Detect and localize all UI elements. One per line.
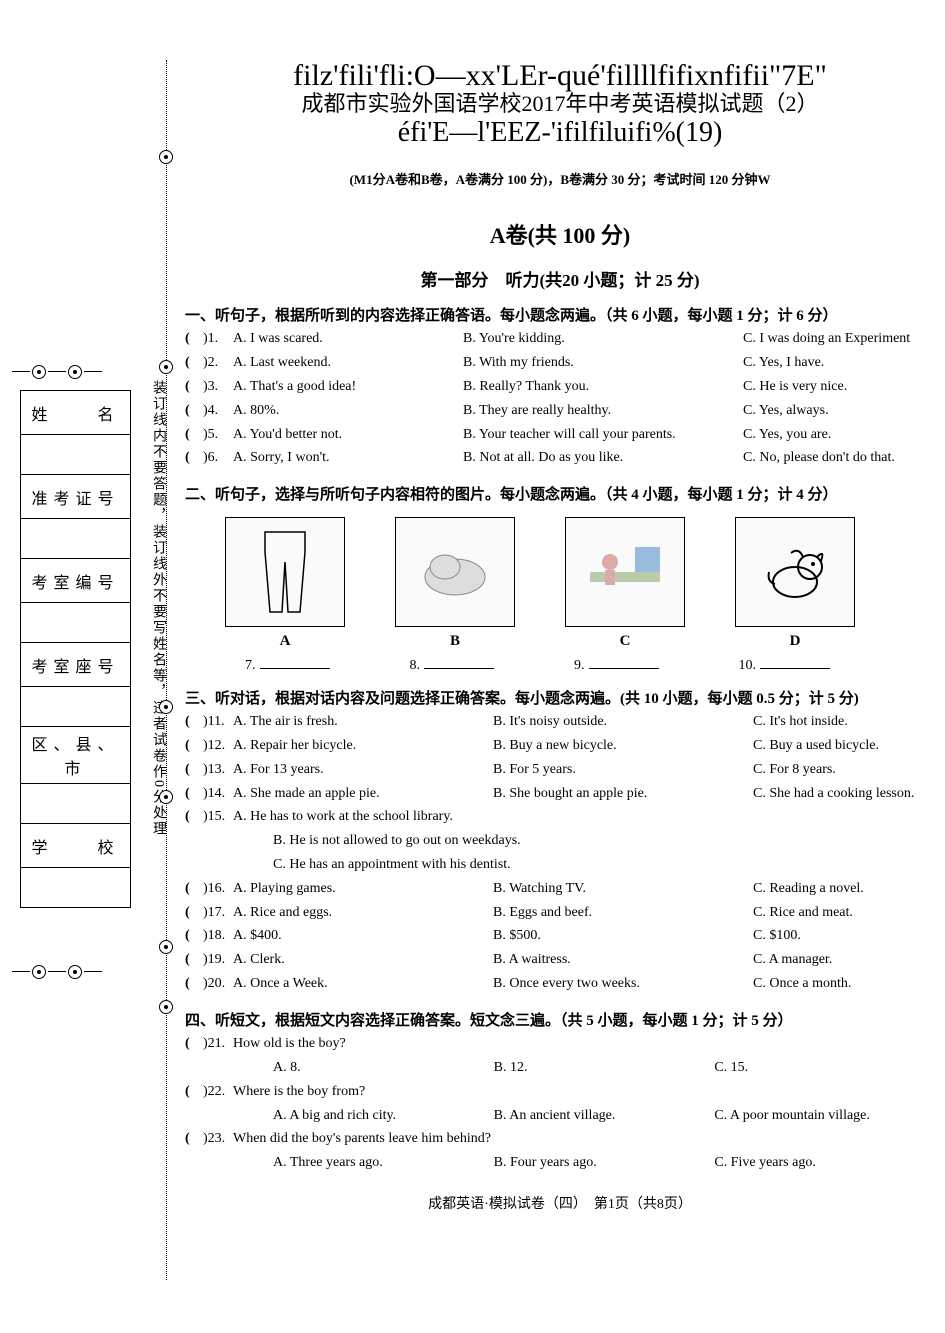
part1-title: 第一部分 听力(共20 小题；计 25 分) bbox=[185, 266, 935, 291]
blank-roomno[interactable] bbox=[21, 603, 131, 643]
pic-d: D bbox=[735, 517, 855, 650]
binding-instruction: 装订线内不要答题，装订线外不要写姓名等，违者试卷作0分处理 bbox=[148, 380, 168, 960]
q6: ()6.A. Sorry, I won't.B. Not at all. Do … bbox=[185, 446, 935, 470]
binding-mark-top bbox=[10, 360, 104, 381]
q20: ()20.A. Once a Week.B. Once every two we… bbox=[185, 972, 935, 996]
q15-b: B. He is not allowed to go out on weekda… bbox=[185, 829, 935, 853]
q1: ()1.A. I was scared.B. You're kidding.C.… bbox=[185, 327, 935, 351]
vline-dot-4 bbox=[159, 790, 173, 804]
garble-line-2: éfi'E—l'EEZ-'ifilfiluifi%(19) bbox=[185, 118, 935, 147]
fill-7[interactable]: 7. bbox=[245, 658, 330, 674]
label-school: 学 校 bbox=[21, 824, 131, 868]
vline-dot-6 bbox=[159, 1000, 173, 1014]
heading-2: 二、听句子，选择与所听句子内容相符的图片。每小题念两遍。（共 4 小题，每小题 … bbox=[185, 484, 935, 507]
pic-d-frame bbox=[735, 517, 855, 627]
label-district: 区、县、市 bbox=[21, 727, 131, 784]
cloud-icon bbox=[415, 532, 495, 612]
pants-icon bbox=[255, 527, 315, 617]
label-roomno: 考室编号 bbox=[21, 559, 131, 603]
blank-ticket[interactable] bbox=[21, 519, 131, 559]
pic-a-label: A bbox=[225, 633, 345, 650]
q22-opts: A. A big and rich city.B. An ancient vil… bbox=[185, 1104, 935, 1128]
vline-dot-2 bbox=[159, 360, 173, 374]
section4-questions: ()21.How old is the boy? A. 8.B. 12.C. 1… bbox=[185, 1032, 935, 1175]
desk-icon bbox=[580, 537, 670, 607]
sub-note: (M1分A卷和B卷，A卷满分 100 分)，B卷满分 30 分；考试时间 120… bbox=[185, 169, 935, 188]
q21: ()21.How old is the boy? bbox=[185, 1032, 935, 1056]
blank-seat[interactable] bbox=[21, 687, 131, 727]
left-margin: 姓 名 准考证号 考室编号 考室座号 区、县、市 学 校 装订线内不要答题，装订… bbox=[0, 0, 170, 1333]
vline-dot-3 bbox=[159, 700, 173, 714]
q12: ()12.A. Repair her bicycle.B. Buy a new … bbox=[185, 734, 935, 758]
q19: ()19.A. Clerk.B. A waitress.C. A manager… bbox=[185, 948, 935, 972]
section3-questions: ()11.A. The air is fresh.B. It's noisy o… bbox=[185, 710, 935, 996]
fill-9[interactable]: 9. bbox=[574, 658, 659, 674]
blank-school[interactable] bbox=[21, 868, 131, 908]
heading-3: 三、听对话，根据对话内容及问题选择正确答案。每小题念两遍。(共 10 小题，每小… bbox=[185, 688, 935, 711]
q4: ()4.A. 80%.B. They are really healthy.C.… bbox=[185, 399, 935, 423]
heading-1: 一、听句子，根据所听到的内容选择正确答语。每小题念两遍。（共 6 小题，每小题 … bbox=[185, 305, 935, 328]
pic-c-frame bbox=[565, 517, 685, 627]
label-name: 姓 名 bbox=[21, 391, 131, 435]
q15-c: C. He has an appointment with his dentis… bbox=[185, 853, 935, 877]
dog-icon bbox=[755, 532, 835, 612]
q13: ()13.A. For 13 years.B. For 5 years.C. F… bbox=[185, 758, 935, 782]
q23-opts: A. Three years ago.B. Four years ago.C. … bbox=[185, 1151, 935, 1175]
pic-b-frame bbox=[395, 517, 515, 627]
section-a-title: A卷(共 100 分) bbox=[185, 218, 935, 250]
pic-b-label: B bbox=[395, 633, 515, 650]
q23: ()23.When did the boy's parents leave hi… bbox=[185, 1127, 935, 1151]
picture-row: A B C D bbox=[185, 517, 935, 650]
pic-c-label: C bbox=[565, 633, 685, 650]
content: filz'fili'fli:O—xx'LEr-qué'fillllfifixnf… bbox=[185, 60, 935, 1213]
binding-mark-bottom bbox=[10, 960, 104, 981]
pic-c: C bbox=[565, 517, 685, 650]
vline-dot-1 bbox=[159, 150, 173, 164]
pic-a: A bbox=[225, 517, 345, 650]
q14: ()14.A. She made an apple pie.B. She bou… bbox=[185, 782, 935, 806]
vline-dot-5 bbox=[159, 940, 173, 954]
page: 姓 名 准考证号 考室编号 考室座号 区、县、市 学 校 装订线内不要答题，装订… bbox=[0, 0, 945, 1333]
fill-10[interactable]: 10. bbox=[739, 658, 831, 674]
q16: ()16.A. Playing games.B. Watching TV.C. … bbox=[185, 877, 935, 901]
heading-4: 四、听短文，根据短文内容选择正确答案。短文念三遍。（共 5 小题，每小题 1 分… bbox=[185, 1010, 935, 1033]
dotted-vline bbox=[166, 60, 167, 1280]
page-footer: 成都英语·模拟试卷（四） 第1页（共8页） bbox=[185, 1193, 935, 1213]
label-seat: 考室座号 bbox=[21, 643, 131, 687]
q18: ()18.A. $400.B. $500.C. $100. bbox=[185, 924, 935, 948]
blank-district[interactable] bbox=[21, 784, 131, 824]
section1-questions: ()1.A. I was scared.B. You're kidding.C.… bbox=[185, 327, 935, 470]
q2: ()2.A. Last weekend.B. With my friends.C… bbox=[185, 351, 935, 375]
q22: ()22.Where is the boy from? bbox=[185, 1080, 935, 1104]
fill-row: 7. 8. 9. 10. bbox=[185, 658, 935, 674]
candidate-info-table: 姓 名 准考证号 考室编号 考室座号 区、县、市 学 校 bbox=[20, 390, 131, 908]
pic-a-frame bbox=[225, 517, 345, 627]
label-ticket: 准考证号 bbox=[21, 475, 131, 519]
blank-name[interactable] bbox=[21, 435, 131, 475]
q5: ()5.A. You'd better not.B. Your teacher … bbox=[185, 423, 935, 447]
q17: ()17.A. Rice and eggs.B. Eggs and beef.C… bbox=[185, 901, 935, 925]
pic-b: B bbox=[395, 517, 515, 650]
pic-d-label: D bbox=[735, 633, 855, 650]
q11: ()11.A. The air is fresh.B. It's noisy o… bbox=[185, 710, 935, 734]
q15: ()15.A. He has to work at the school lib… bbox=[185, 805, 935, 829]
fill-8[interactable]: 8. bbox=[410, 658, 495, 674]
q3: ()3.A. That's a good idea!B. Really? Tha… bbox=[185, 375, 935, 399]
q21-opts: A. 8.B. 12.C. 15. bbox=[185, 1056, 935, 1080]
